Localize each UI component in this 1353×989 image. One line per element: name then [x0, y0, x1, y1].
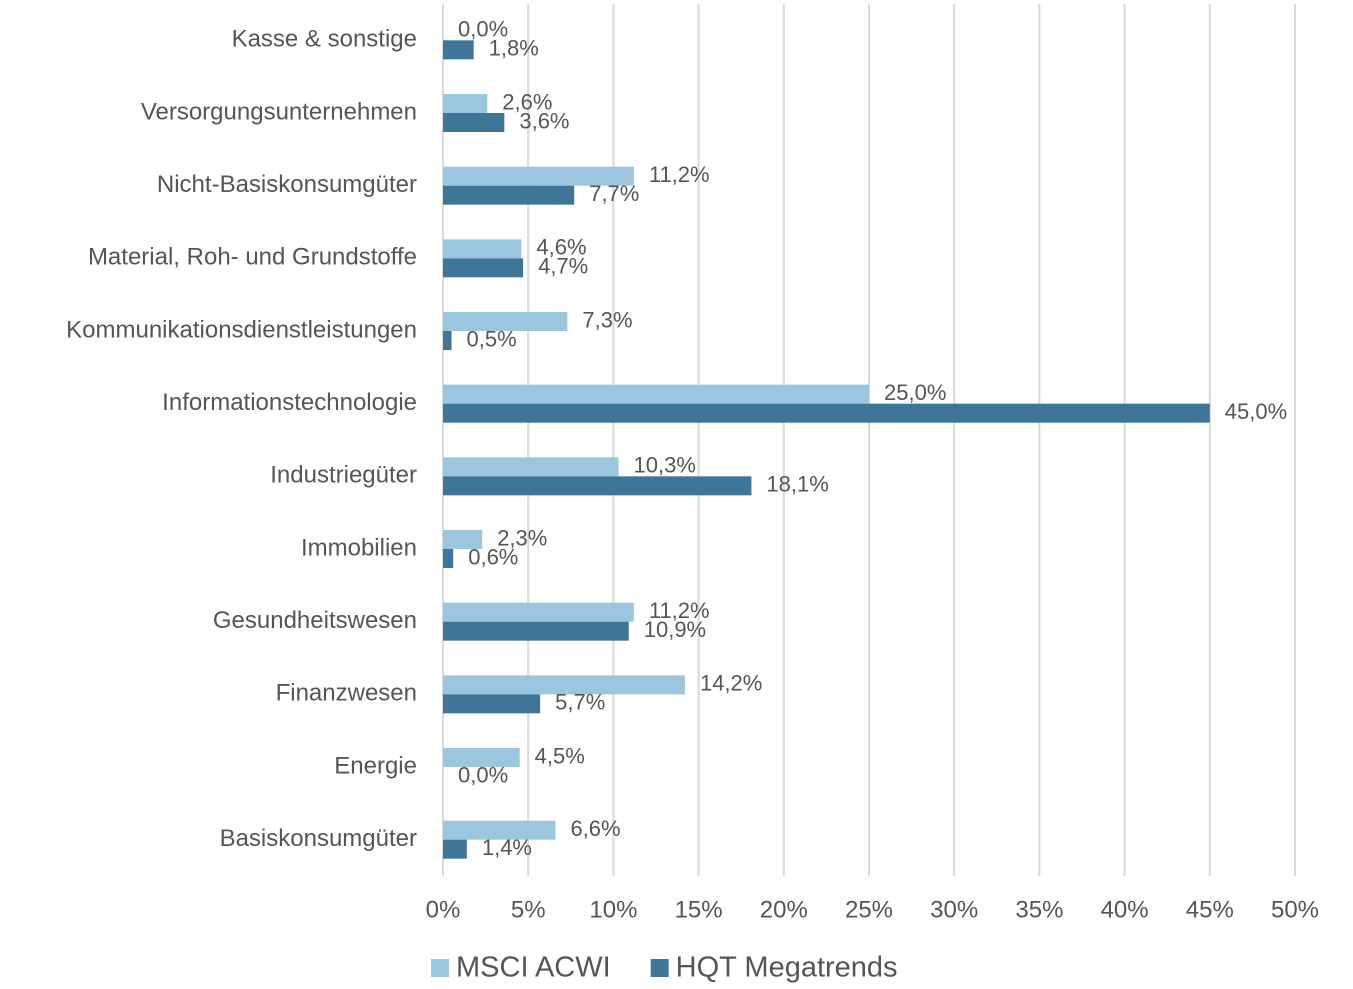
data-label: 0,0%: [458, 17, 508, 42]
data-label: 45,0%: [1225, 399, 1287, 424]
y-tick-label: Gesundheitswesen: [213, 607, 417, 634]
data-label: 11,2%: [649, 598, 710, 623]
y-tick-label: Basiskonsumgüter: [220, 825, 417, 852]
bar: [443, 312, 568, 331]
legend-swatch: [431, 959, 449, 977]
bar: [443, 258, 524, 278]
data-label: 7,7%: [589, 181, 639, 206]
x-tick-label: 30%: [930, 896, 978, 923]
bar: [443, 820, 556, 840]
bar: [443, 621, 629, 641]
bar: [443, 675, 685, 695]
x-tick-label: 25%: [845, 896, 893, 923]
data-label: 4,6%: [536, 235, 586, 260]
y-tick-label: Informationstechnologie: [162, 389, 417, 416]
bar: [443, 94, 488, 113]
x-tick-label: 45%: [1186, 896, 1234, 923]
data-label: 10,9%: [644, 617, 706, 642]
data-label: 18,1%: [766, 472, 828, 497]
x-tick-label: 20%: [760, 896, 808, 923]
data-label: 0,5%: [467, 326, 517, 351]
data-label: 4,7%: [538, 254, 588, 279]
bar: [443, 239, 522, 259]
bar: [443, 748, 520, 767]
x-tick-label: 5%: [511, 896, 546, 923]
x-tick-label: 15%: [675, 896, 723, 923]
data-label: 2,6%: [502, 89, 552, 114]
bar: [443, 403, 1210, 423]
y-tick-label: Immobilien: [301, 534, 417, 561]
y-tick-label: Kommunikationsdienstleistungen: [66, 316, 417, 343]
data-label: 5,7%: [555, 690, 605, 715]
x-tick-label: 50%: [1271, 896, 1319, 923]
y-tick-label: Finanzwesen: [276, 680, 417, 707]
data-label: 0,6%: [468, 544, 518, 569]
data-label: 0,0%: [458, 762, 508, 787]
bar: [443, 384, 869, 404]
bar: [443, 694, 541, 714]
bar: [443, 476, 752, 496]
bar: [443, 331, 452, 350]
data-label: 25,0%: [884, 380, 946, 405]
x-tick-label: 40%: [1101, 896, 1149, 923]
data-label: 4,5%: [535, 743, 585, 768]
legend-label: MSCI ACWI: [456, 952, 611, 984]
data-label: 1,8%: [489, 36, 539, 61]
y-tick-label: Kasse & sonstige: [232, 26, 417, 53]
data-label: 1,4%: [482, 835, 532, 860]
legend-swatch: [650, 959, 669, 977]
data-label: 6,6%: [570, 816, 620, 841]
data-label: 10,3%: [634, 453, 696, 478]
x-tick-label: 0%: [426, 896, 461, 923]
data-label: 11,2%: [649, 162, 710, 187]
x-tick-label: 35%: [1015, 896, 1063, 923]
data-label: 7,3%: [582, 307, 632, 332]
bar: [443, 602, 634, 622]
y-tick-label: Versorgungsunternehmen: [141, 98, 417, 125]
data-label: 2,3%: [497, 525, 547, 550]
bar: [443, 166, 634, 186]
data-label: 14,2%: [700, 671, 762, 696]
legend-label: HQT Megatrends: [676, 952, 898, 984]
data-label: 3,6%: [519, 108, 569, 133]
y-tick-label: Industriegüter: [270, 462, 417, 489]
y-tick-label: Energie: [334, 752, 417, 779]
y-tick-label: Material, Roh- und Grundstoffe: [88, 244, 417, 271]
bar: [443, 113, 505, 132]
y-tick-label: Nicht-Basiskonsumgüter: [157, 171, 417, 198]
bar: [443, 40, 474, 60]
bar: [443, 457, 619, 477]
bar: [443, 549, 454, 568]
bar: [443, 530, 483, 549]
x-tick-label: 10%: [589, 896, 637, 923]
bar: [443, 839, 467, 859]
bar: [443, 185, 575, 205]
